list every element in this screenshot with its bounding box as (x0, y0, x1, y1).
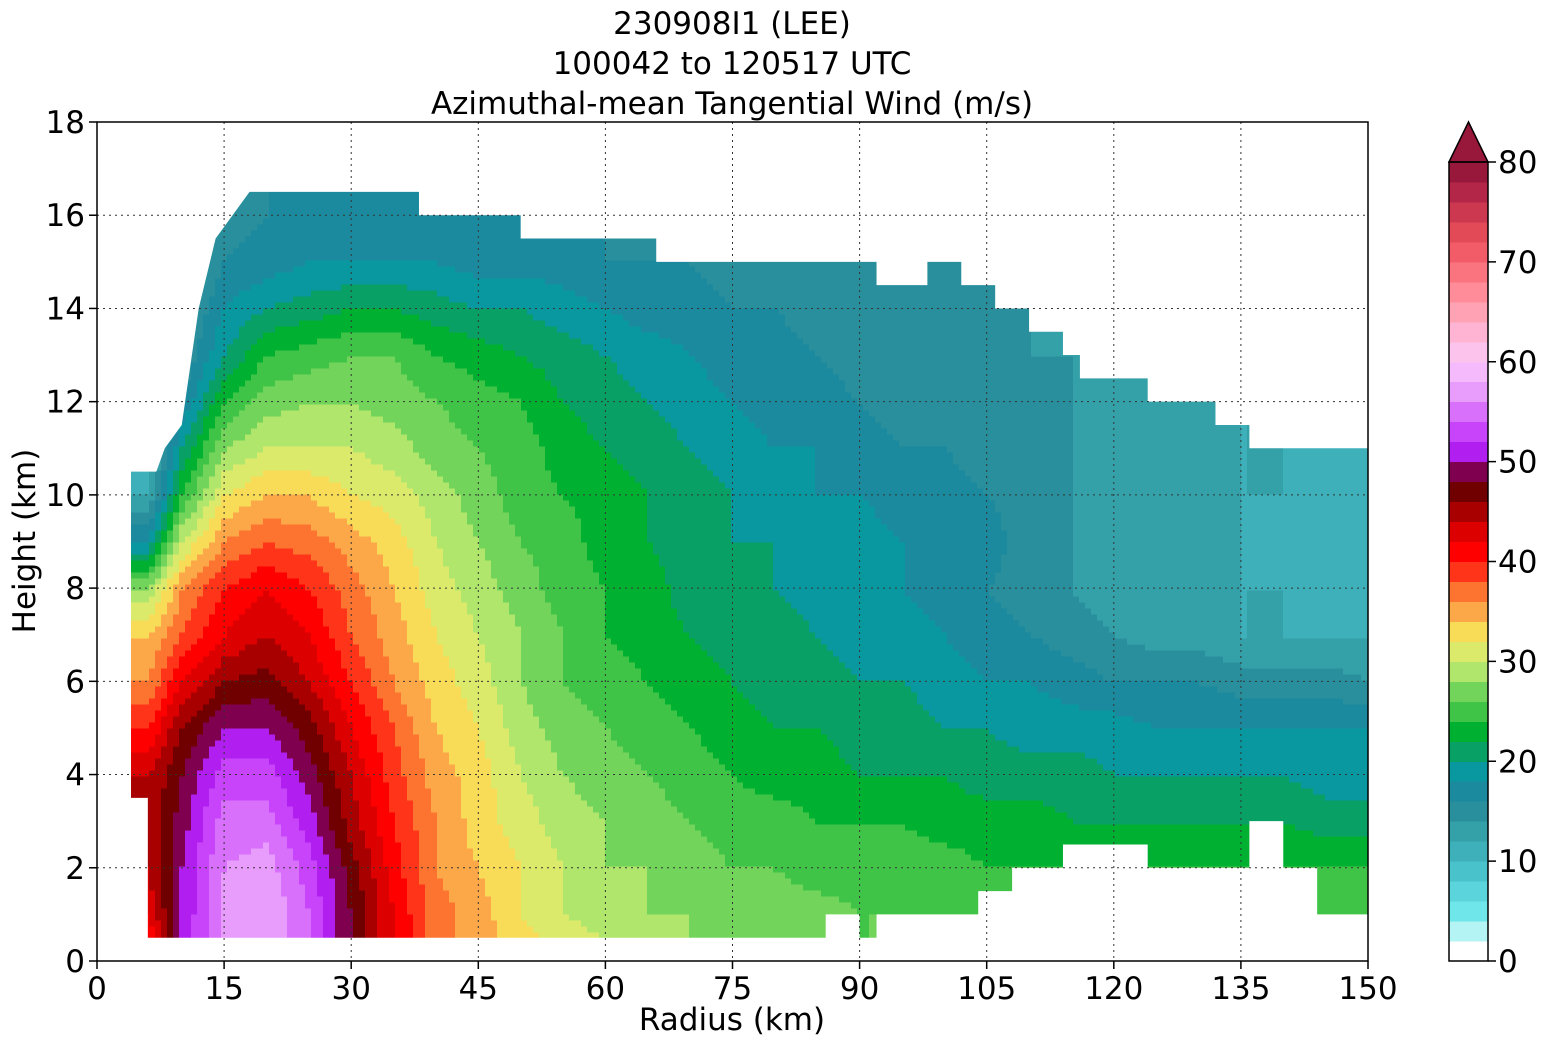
colorbar-tick-label: 10 (1498, 844, 1537, 880)
colorbar-swatch (1449, 441, 1488, 463)
chart-title: 230908I1 (LEE) 100042 to 120517 UTC Azim… (431, 6, 1033, 122)
colorbar-swatch (1449, 661, 1488, 682)
colorbar-swatch (1449, 861, 1488, 882)
colorbar-tick-label: 60 (1498, 345, 1537, 381)
colorbar-swatch (1449, 281, 1488, 303)
colorbar-tick-label: 50 (1498, 445, 1537, 481)
y-axis: 0 2 4 6 8 10 12 14 16 18 (46, 105, 97, 980)
colorbar-swatch (1449, 921, 1488, 942)
plot-area (96, 121, 1369, 962)
x-tick-label: 45 (459, 971, 498, 1007)
y-tick-label: 18 (46, 105, 85, 141)
colorbar-swatch (1449, 521, 1488, 543)
colorbar-swatch (1449, 481, 1488, 503)
colorbar-swatch (1449, 241, 1488, 263)
x-tick-label: 105 (957, 971, 1016, 1007)
y-tick-label: 0 (65, 944, 85, 980)
y-axis-label: Height (km) (7, 449, 43, 634)
y-tick-label: 2 (65, 851, 85, 887)
no-data-mask-top (97, 122, 1368, 472)
colorbar-swatch (1449, 941, 1488, 962)
colorbar-swatch (1449, 841, 1488, 862)
colorbar-tick-label: 40 (1498, 545, 1537, 581)
colorbar-swatch (1449, 221, 1488, 243)
y-tick-label: 14 (46, 291, 85, 327)
colorbar-swatch (1449, 181, 1488, 203)
colorbar-swatch (1449, 881, 1488, 902)
colorbar-tick-label: 20 (1498, 744, 1537, 780)
colorbar-swatch (1449, 501, 1488, 523)
colorbar-swatch (1449, 761, 1488, 782)
x-tick-label: 75 (713, 971, 752, 1007)
y-tick-label: 10 (46, 478, 85, 514)
colorbar-swatch (1449, 681, 1488, 702)
x-tick-label: 60 (586, 971, 625, 1007)
colorbar-swatch (1449, 301, 1488, 323)
colorbar-swatch (1449, 721, 1488, 742)
x-tick-label: 90 (840, 971, 879, 1007)
colorbar-swatch (1449, 201, 1488, 223)
colorbar-swatch (1449, 601, 1488, 622)
y-tick-label: 6 (65, 664, 85, 700)
y-tick-label: 12 (46, 385, 85, 421)
colorbar-swatch (1449, 621, 1488, 642)
colorbar-swatch (1449, 321, 1488, 343)
x-axis: 0 15 30 45 60 75 90 105 120 135 150 (87, 961, 1398, 1007)
colorbar-swatch (1449, 821, 1488, 842)
colorbar-swatch (1449, 741, 1488, 762)
no-data-mask-bottom (97, 797, 1368, 961)
colorbar-swatch (1449, 162, 1488, 183)
colorbar-swatch (1449, 901, 1488, 922)
colorbar-swatch (1449, 261, 1488, 283)
x-tick-label: 30 (331, 971, 370, 1007)
colorbar-swatch (1449, 641, 1488, 662)
colorbar-swatch (1449, 461, 1488, 483)
colorbar-swatch (1449, 541, 1488, 562)
colorbar: 0 10 20 30 40 50 60 70 80 (1447, 120, 1537, 980)
colorbar-swatch (1449, 561, 1488, 582)
colorbar-swatch (1449, 381, 1488, 403)
x-axis-label: Radius (km) (639, 1002, 825, 1038)
grid-lines (97, 122, 1368, 961)
wind-field (97, 122, 1368, 961)
colorbar-extend-arrow (1447, 120, 1490, 163)
colorbar-swatch (1449, 701, 1488, 722)
y-tick-label: 16 (46, 198, 85, 234)
colorbar-swatch (1449, 421, 1488, 443)
colorbar-swatch (1449, 341, 1488, 363)
colorbar-tick-label: 0 (1498, 944, 1518, 980)
colorbar-swatch (1449, 781, 1488, 802)
title-line-3: Azimuthal-mean Tangential Wind (m/s) (431, 86, 1033, 122)
x-tick-label: 120 (1084, 971, 1143, 1007)
colorbar-swatch (1449, 581, 1488, 602)
y-tick-label: 4 (65, 758, 85, 794)
x-tick-label: 135 (1211, 971, 1270, 1007)
x-tick-label: 15 (204, 971, 243, 1007)
title-line-1: 230908I1 (LEE) (613, 6, 851, 42)
colorbar-swatch (1449, 401, 1488, 423)
colorbar-swatch (1449, 361, 1488, 383)
y-tick-label: 8 (65, 571, 85, 607)
no-data-mask-left (97, 122, 131, 961)
colorbar-tick-label: 30 (1498, 644, 1537, 680)
colorbar-swatch (1449, 801, 1488, 822)
x-tick-label: 150 (1338, 971, 1397, 1007)
colorbar-tick-label: 80 (1498, 145, 1537, 181)
x-tick-label: 0 (87, 971, 107, 1007)
colorbar-tick-label: 70 (1498, 245, 1537, 281)
title-line-2: 100042 to 120517 UTC (553, 46, 912, 82)
